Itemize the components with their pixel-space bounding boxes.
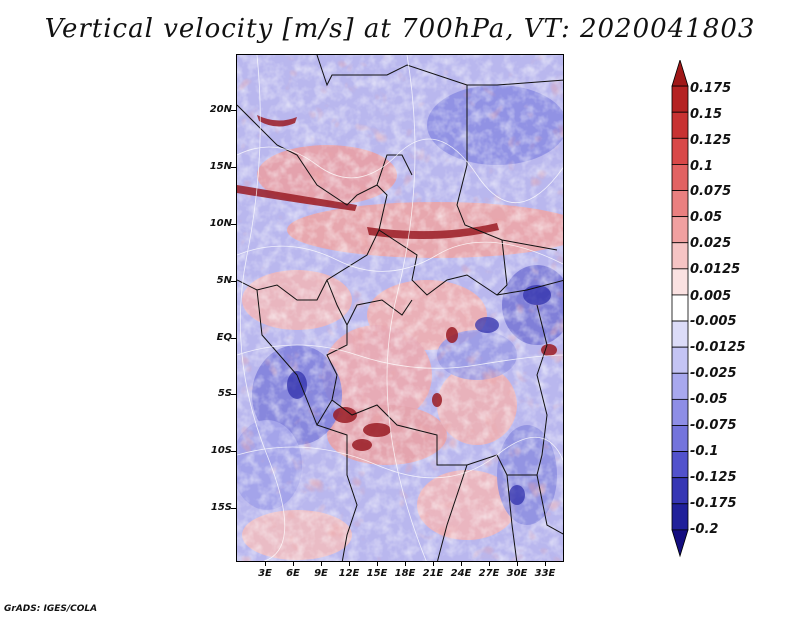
lon-label-18e: 18E bbox=[394, 568, 416, 579]
lon-label-33e: 33E bbox=[534, 568, 556, 579]
lat-tick bbox=[231, 167, 236, 168]
colorbar-segment bbox=[671, 425, 689, 452]
lon-label-9e: 9E bbox=[314, 568, 328, 579]
colorbar-label: -0.05 bbox=[690, 392, 728, 407]
colorbar-label: -0.075 bbox=[690, 418, 737, 433]
colorbar bbox=[671, 60, 689, 558]
lat-label-eq: EQ bbox=[216, 332, 232, 343]
lat-tick bbox=[231, 451, 236, 452]
lon-tick bbox=[517, 562, 518, 566]
colorbar-label: 0.005 bbox=[690, 289, 732, 304]
colorbar-label: 0.175 bbox=[690, 81, 732, 96]
credit-label: GrADS: IGES/COLA bbox=[4, 604, 98, 614]
colorbar-segment bbox=[671, 503, 689, 531]
lat-label-5s: 5S bbox=[217, 388, 232, 399]
lat-tick bbox=[231, 224, 236, 225]
colorbar-label: -0.2 bbox=[690, 522, 719, 537]
colorbar-segment bbox=[671, 346, 689, 374]
colorbar-segment bbox=[671, 242, 689, 270]
lon-tick bbox=[321, 562, 322, 566]
lat-label-15s: 15S bbox=[210, 502, 232, 513]
colorbar-segment bbox=[671, 268, 689, 296]
colorbar-label: 0.025 bbox=[690, 236, 732, 251]
colorbar-label: -0.025 bbox=[690, 366, 737, 381]
lat-tick bbox=[231, 394, 236, 395]
lon-label-24e: 24E bbox=[450, 568, 472, 579]
colorbar-segment bbox=[671, 451, 689, 479]
lat-tick bbox=[231, 338, 236, 339]
lon-tick bbox=[405, 562, 406, 566]
lat-tick bbox=[231, 508, 236, 509]
lon-tick bbox=[433, 562, 434, 566]
colorbar-label: -0.005 bbox=[690, 314, 737, 329]
lon-label-30e: 30E bbox=[506, 568, 528, 579]
chart-title: Vertical velocity [m/s] at 700hPa, VT: 2… bbox=[44, 14, 756, 44]
colorbar-segment bbox=[671, 320, 689, 348]
map-panel bbox=[236, 54, 564, 562]
lon-label-12e: 12E bbox=[338, 568, 360, 579]
colorbar-label: -0.1 bbox=[690, 444, 719, 459]
colorbar-label: 0.1 bbox=[690, 159, 714, 174]
lon-tick bbox=[489, 562, 490, 566]
colorbar-segment bbox=[671, 137, 689, 165]
lon-label-27e: 27E bbox=[478, 568, 500, 579]
lat-label-10n: 10N bbox=[209, 218, 232, 229]
lon-tick bbox=[265, 562, 266, 566]
colorbar-segment bbox=[671, 216, 689, 244]
lon-label-15e: 15E bbox=[366, 568, 388, 579]
colorbar-label: 0.05 bbox=[690, 210, 723, 225]
colorbar-segment bbox=[671, 164, 689, 191]
colorbar-segment bbox=[671, 294, 689, 322]
colorbar-segment bbox=[671, 85, 689, 113]
lon-tick bbox=[377, 562, 378, 566]
colorbar-label: 0.15 bbox=[690, 107, 723, 122]
lon-label-3e: 3E bbox=[258, 568, 272, 579]
lon-tick bbox=[349, 562, 350, 566]
lon-tick bbox=[293, 562, 294, 566]
lat-tick bbox=[231, 110, 236, 111]
colorbar-segment bbox=[671, 372, 689, 400]
colorbar-label: 0.075 bbox=[690, 184, 732, 199]
colorbar-label: -0.175 bbox=[690, 496, 737, 511]
colorbar-label: -0.0125 bbox=[690, 340, 746, 355]
lon-label-21e: 21E bbox=[422, 568, 444, 579]
colorbar-label: -0.125 bbox=[690, 470, 737, 485]
vertical-velocity-field bbox=[237, 55, 563, 561]
lon-tick bbox=[461, 562, 462, 566]
lon-tick bbox=[545, 562, 546, 566]
colorbar-segment bbox=[671, 111, 689, 139]
colorbar-arrow-top bbox=[671, 60, 689, 87]
lat-label-10s: 10S bbox=[210, 445, 232, 456]
colorbar-segment bbox=[671, 477, 689, 505]
colorbar-arrow-bottom bbox=[671, 529, 689, 558]
lat-label-15n: 15N bbox=[209, 161, 232, 172]
lat-label-5n: 5N bbox=[216, 275, 232, 286]
colorbar-segment bbox=[671, 398, 689, 426]
colorbar-label: 0.125 bbox=[690, 133, 732, 148]
lon-label-6e: 6E bbox=[286, 568, 300, 579]
lat-label-20n: 20N bbox=[209, 104, 232, 115]
colorbar-segment bbox=[671, 190, 689, 218]
lat-tick bbox=[231, 281, 236, 282]
colorbar-label: 0.0125 bbox=[690, 262, 741, 277]
